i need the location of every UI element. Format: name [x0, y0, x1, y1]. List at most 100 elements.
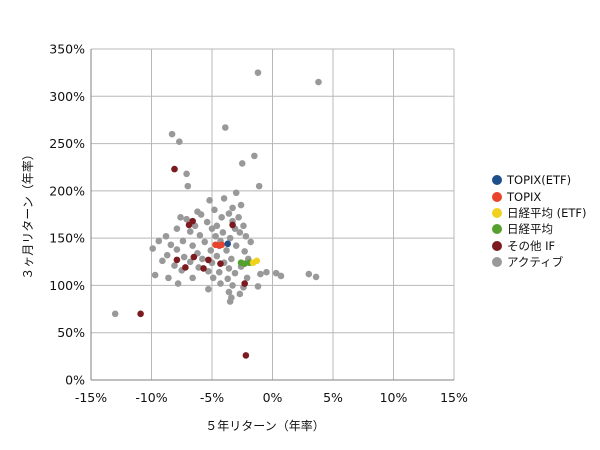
data-point: [257, 270, 264, 278]
data-point: [236, 229, 244, 236]
data-point: [251, 152, 258, 160]
legend-swatch: [492, 240, 502, 251]
x-tick-label: -10%: [135, 390, 167, 405]
data-point: [237, 201, 245, 209]
data-point: [168, 130, 176, 138]
x-tick-label: -15%: [75, 390, 107, 405]
data-point: [226, 234, 234, 242]
data-point: [272, 269, 280, 277]
data-point: [206, 197, 213, 204]
data-point: [200, 265, 207, 272]
data-point: [173, 246, 181, 253]
data-point: [201, 238, 209, 246]
legend-swatch: [492, 257, 502, 268]
data-point: [212, 232, 219, 240]
data-point: [167, 241, 175, 249]
data-point: [220, 195, 228, 202]
y-tick-label: 100%: [49, 278, 85, 293]
data-point: [211, 206, 218, 214]
data-point: [183, 215, 190, 223]
data-point: [182, 264, 189, 271]
data-point: [218, 214, 225, 221]
data-point: [242, 352, 250, 359]
gridlines: [90, 48, 455, 381]
data-point: [184, 182, 192, 190]
data-point: [176, 138, 183, 145]
data-point: [242, 232, 250, 240]
data-points: [111, 69, 322, 359]
data-point: [228, 255, 235, 263]
x-tick-label: 10%: [380, 390, 408, 405]
data-point: [111, 310, 119, 318]
y-tick-label: 50%: [57, 325, 85, 340]
y-tick-label: 200%: [49, 183, 85, 198]
data-point: [315, 78, 322, 86]
data-point: [174, 280, 182, 287]
data-point: [253, 257, 261, 265]
data-point: [247, 238, 255, 246]
data-point: [224, 240, 232, 248]
legend-swatch: [492, 175, 502, 186]
y-tick-labels: 0% 50% 100% 150% 200% 250% 300% 350%: [49, 42, 85, 388]
y-tick-label: 250%: [49, 136, 85, 151]
legend-label: TOPIX: [507, 189, 542, 204]
data-point: [225, 288, 233, 296]
data-point: [189, 274, 196, 282]
data-point: [240, 222, 247, 230]
x-tick-label: -5%: [200, 390, 224, 405]
data-point: [225, 210, 233, 217]
x-tick-label: 15%: [440, 390, 468, 405]
data-point: [162, 232, 170, 240]
legend-swatch: [492, 191, 502, 202]
legend-swatch: [492, 224, 502, 235]
data-point: [229, 221, 236, 229]
y-tick-label: 350%: [49, 42, 85, 57]
data-point: [255, 182, 263, 190]
legend-label: その他 IF: [507, 238, 556, 253]
data-point: [205, 256, 212, 264]
data-point: [163, 251, 171, 259]
data-point: [180, 253, 188, 261]
data-point: [186, 258, 194, 266]
data-point: [277, 272, 285, 280]
data-point: [235, 214, 242, 221]
data-point: [217, 260, 224, 267]
data-point: [205, 267, 212, 275]
data-point: [189, 242, 196, 250]
data-point: [171, 262, 178, 269]
legend-item: その他 IF: [492, 238, 587, 254]
data-point: [190, 253, 198, 261]
data-point: [241, 248, 248, 255]
data-point: [219, 229, 227, 236]
y-tick-label: 0%: [65, 373, 85, 388]
data-point: [305, 270, 313, 278]
data-point: [213, 222, 221, 230]
axes: [90, 49, 454, 381]
x-tick-labels: -15% -10% -5% 0% 5% 10% 15%: [75, 390, 468, 405]
x-tick-label: 5%: [323, 390, 343, 405]
data-point: [232, 242, 240, 250]
data-point: [196, 232, 204, 239]
data-point: [177, 214, 184, 221]
data-point: [207, 247, 215, 254]
data-point: [236, 290, 244, 298]
data-point: [312, 273, 320, 281]
data-point: [223, 247, 230, 254]
data-point: [229, 282, 236, 289]
data-point: [243, 274, 251, 282]
data-point: [137, 310, 144, 318]
data-point: [197, 211, 205, 218]
y-axis-title: ３ヶ月リターン（年率）: [20, 148, 35, 279]
data-point: [225, 265, 233, 272]
legend-label: アクティブ: [507, 255, 564, 270]
data-point: [218, 241, 225, 249]
data-point: [241, 280, 248, 287]
data-point: [149, 245, 157, 252]
data-point: [186, 228, 194, 235]
data-point: [173, 225, 181, 232]
data-point: [238, 160, 246, 167]
y-tick-label: 300%: [49, 89, 85, 104]
data-point: [155, 237, 163, 245]
legend-item: 日経平均: [492, 221, 587, 237]
legend-swatch: [492, 207, 502, 218]
